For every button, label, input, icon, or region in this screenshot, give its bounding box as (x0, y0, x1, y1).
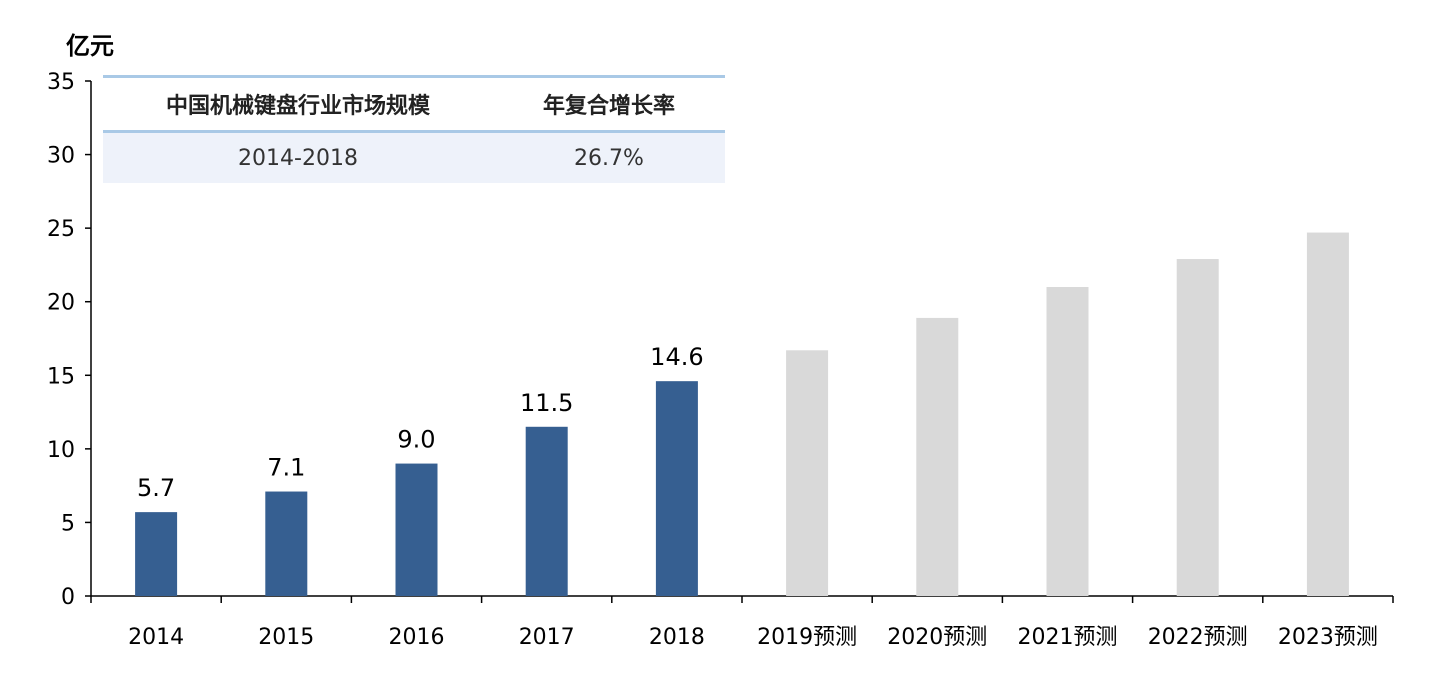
y-axis-tick-label: 5 (61, 511, 75, 536)
actual-bar (395, 463, 438, 596)
x-axis-category-label: 2023预测 (1278, 625, 1378, 650)
actual-bar (265, 491, 308, 596)
x-axis-category-label: 2020预测 (887, 625, 987, 650)
y-axis-unit-label: 亿元 (66, 32, 114, 60)
x-axis-category-label: 2016 (389, 625, 445, 650)
x-axis-category-label: 2022预测 (1148, 625, 1248, 650)
bar-data-label: 14.6 (650, 343, 703, 371)
y-axis-tick-label: 15 (47, 364, 75, 389)
y-axis-tick-label: 25 (47, 217, 75, 242)
table-cell-cagr-value: 26.7% (574, 145, 644, 171)
forecast-bar (916, 317, 959, 596)
x-axis-category-label: 2014 (128, 625, 184, 650)
x-axis-category-label: 2018 (649, 625, 705, 650)
table-header-row: 中国机械键盘行业市场规模 年复合增长率 (103, 75, 725, 133)
x-axis-category-label: 2021预测 (1018, 625, 1118, 650)
y-axis-tick-label: 30 (47, 144, 75, 169)
actual-bar (135, 512, 178, 596)
x-axis-category-label: 2019预测 (757, 625, 857, 650)
bar-data-label: 9.0 (397, 426, 435, 454)
table-cell-period: 2014-2018 (238, 145, 358, 171)
forecast-bar (1306, 232, 1349, 597)
forecast-bar (1046, 287, 1089, 596)
bar-data-label: 11.5 (520, 389, 573, 417)
y-axis-tick-label: 10 (47, 438, 75, 463)
forecast-bar (786, 350, 829, 596)
actual-bar (525, 426, 568, 596)
table-header-cagr: 年复合增长率 (542, 94, 675, 119)
cagr-summary-table: 中国机械键盘行业市场规模 年复合增长率 2014-2018 26.7% (103, 75, 725, 183)
y-axis-tick-label: 0 (61, 585, 75, 610)
table-header-market-size: 中国机械键盘行业市场规模 (165, 94, 430, 119)
x-axis-category-label: 2015 (258, 625, 314, 650)
forecast-bar (1176, 259, 1219, 596)
bar-data-label: 5.7 (137, 474, 175, 502)
actual-bar (655, 381, 698, 596)
x-axis-category-label: 2017 (519, 625, 575, 650)
y-axis-tick-label: 20 (47, 291, 75, 316)
y-axis-tick-label: 35 (47, 70, 75, 95)
bar-data-label: 7.1 (267, 454, 305, 482)
table-row: 2014-2018 26.7% (103, 133, 725, 183)
